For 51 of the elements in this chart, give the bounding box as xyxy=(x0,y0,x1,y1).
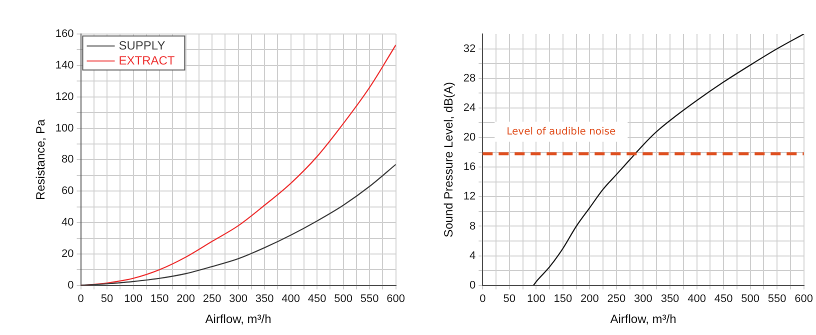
y-tick-label: 140 xyxy=(55,59,74,72)
x-tick-label: 200 xyxy=(580,293,599,306)
x-tick-label: 250 xyxy=(202,293,222,306)
x-tick-label: 450 xyxy=(714,293,733,306)
x-tick-label: 100 xyxy=(526,293,546,306)
x-tick-label: 600 xyxy=(386,293,406,306)
x-tick-label: 150 xyxy=(554,293,572,306)
y-tick-label: 160 xyxy=(55,28,74,40)
x-tick-label: 200 xyxy=(176,293,195,306)
y-tick-label: 20 xyxy=(62,248,74,260)
x-tick-label: 50 xyxy=(100,293,114,306)
y-tick-label: 12 xyxy=(463,190,476,203)
x-tick-label: 100 xyxy=(124,293,142,306)
y-tick-label: 8 xyxy=(470,220,476,232)
x-axis-title: Airflow, m³/h xyxy=(610,312,676,326)
ref-line-label: Level of audible noise xyxy=(506,126,616,138)
x-tick-label: 550 xyxy=(360,293,379,306)
y-axis-title: Resistance, Pa xyxy=(34,119,48,200)
x-tick-label: 150 xyxy=(150,293,169,306)
legend-label: SUPPLY xyxy=(118,38,166,52)
y-tick-label: 60 xyxy=(62,185,74,198)
x-tick-label: 450 xyxy=(308,293,326,306)
y-tick-label: 32 xyxy=(463,42,476,55)
y-tick-label: 0 xyxy=(68,279,74,292)
x-tick-label: 300 xyxy=(229,293,248,306)
y-tick-label: 120 xyxy=(55,90,74,103)
x-tick-label: 400 xyxy=(282,293,300,306)
y-tick-label: 28 xyxy=(463,72,476,84)
y-tick-label: 80 xyxy=(62,154,74,166)
x-axis-title: Airflow, m³/h xyxy=(205,312,272,326)
y-tick-label: 4 xyxy=(470,250,476,262)
x-tick-label: 550 xyxy=(768,293,786,306)
x-tick-label: 600 xyxy=(794,293,814,306)
x-tick-label: 0 xyxy=(480,293,486,306)
x-tick-label: 500 xyxy=(334,293,352,306)
x-tick-label: 500 xyxy=(741,293,760,306)
y-tick-label: 100 xyxy=(55,122,74,134)
y-tick-label: 16 xyxy=(463,161,476,174)
y-tick-label: 40 xyxy=(62,216,74,229)
x-tick-label: 250 xyxy=(607,293,626,306)
x-tick-label: 350 xyxy=(660,293,680,306)
x-tick-label: 50 xyxy=(503,293,516,306)
y-tick-label: 24 xyxy=(463,102,476,114)
y-axis-title: Sound Pressure Level, dB(A) xyxy=(442,82,456,238)
y-tick-label: 20 xyxy=(463,132,476,144)
y-tick-label: 0 xyxy=(470,279,476,292)
x-tick-label: 300 xyxy=(634,293,652,306)
x-tick-label: 400 xyxy=(688,293,706,306)
legend-label: EXTRACT xyxy=(118,53,176,68)
x-tick-label: 0 xyxy=(78,293,84,306)
x-tick-label: 350 xyxy=(255,293,274,306)
